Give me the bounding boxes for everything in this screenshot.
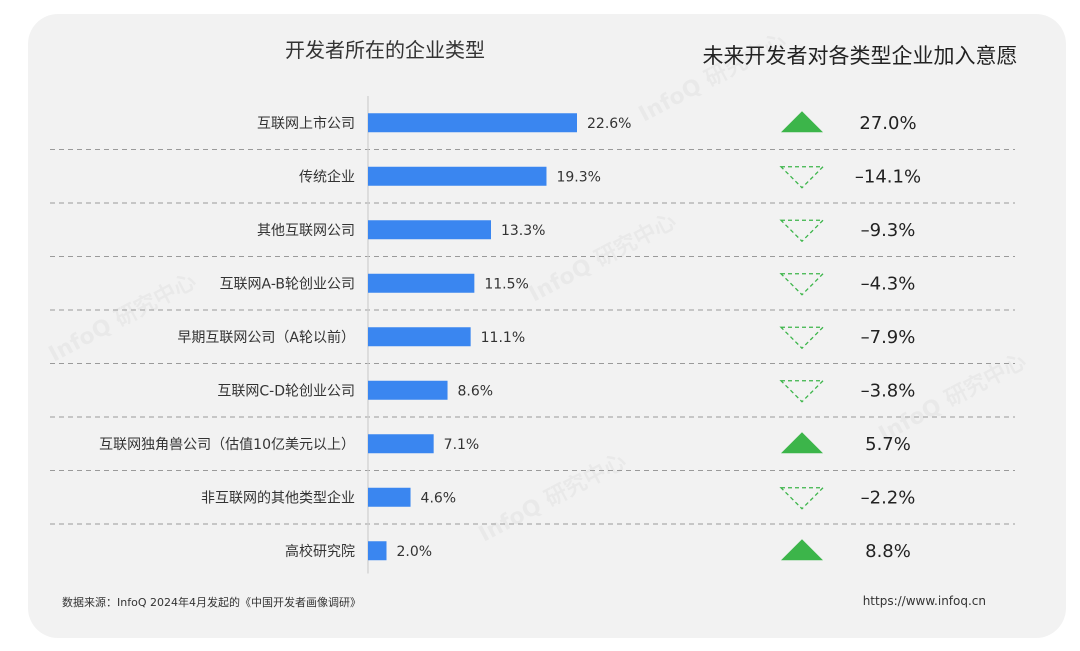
bar [368,487,411,507]
left-chart-title: 开发者所在的企业类型 [285,38,485,62]
bar [368,113,577,133]
change-value-label: –2.2% [861,487,916,508]
data-source-note: 数据来源：InfoQ 2024年4月发起的《中国开发者画像调研》 [62,596,361,609]
bar [368,327,471,347]
change-value-label: –9.3% [861,220,916,241]
category-label: 非互联网的其他类型企业 [201,489,355,506]
bar-value-label: 19.3% [556,169,600,185]
up-triangle-icon [781,111,823,133]
change-value-label: –4.3% [861,273,916,294]
category-label: 早期互联网公司（A轮以前） [177,329,355,346]
up-triangle-icon [781,432,823,454]
bar-value-label: 4.6% [421,490,457,506]
category-label: 互联网C-D轮创业公司 [217,383,355,399]
bar-value-label: 11.5% [484,276,528,292]
change-value-label: 8.8% [865,541,911,562]
bar [368,434,434,454]
change-value-label: 5.7% [865,434,911,455]
right-chart-title: 未来开发者对各类型企业加入意愿 [702,44,1018,68]
change-value-label: –3.8% [861,380,916,401]
bar [368,380,448,400]
bar [368,220,491,240]
change-value-label: –7.9% [861,327,916,348]
bar-value-label: 8.6% [458,383,494,399]
bar-value-label: 7.1% [444,437,480,453]
category-label: 传统企业 [299,168,355,185]
category-label: 其他互联网公司 [257,223,355,239]
source-url: https://www.infoq.cn [862,594,986,608]
category-label: 互联网上市公司 [257,115,355,132]
change-value-label: 27.0% [859,113,916,134]
bar [368,273,475,293]
up-triangle-icon [781,539,823,561]
down-triangle-icon [779,487,825,510]
down-triangle-icon [779,380,825,403]
down-triangle-icon [779,326,825,350]
down-triangle-icon [779,273,825,296]
category-label: 高校研究院 [285,543,355,560]
category-label: 互联网A-B轮创业公司 [220,276,355,292]
bar [368,166,547,186]
bar [368,541,387,561]
change-value-label: –14.1% [855,166,921,187]
down-triangle-icon [779,219,825,243]
bar-value-label: 2.0% [396,544,432,560]
category-label: 互联网独角兽公司（估值10亿美元以上） [99,437,355,453]
bar-value-label: 13.3% [501,223,545,239]
bar-value-label: 22.6% [587,116,631,132]
down-triangle-icon [779,166,825,189]
bar-value-label: 11.1% [481,330,525,346]
